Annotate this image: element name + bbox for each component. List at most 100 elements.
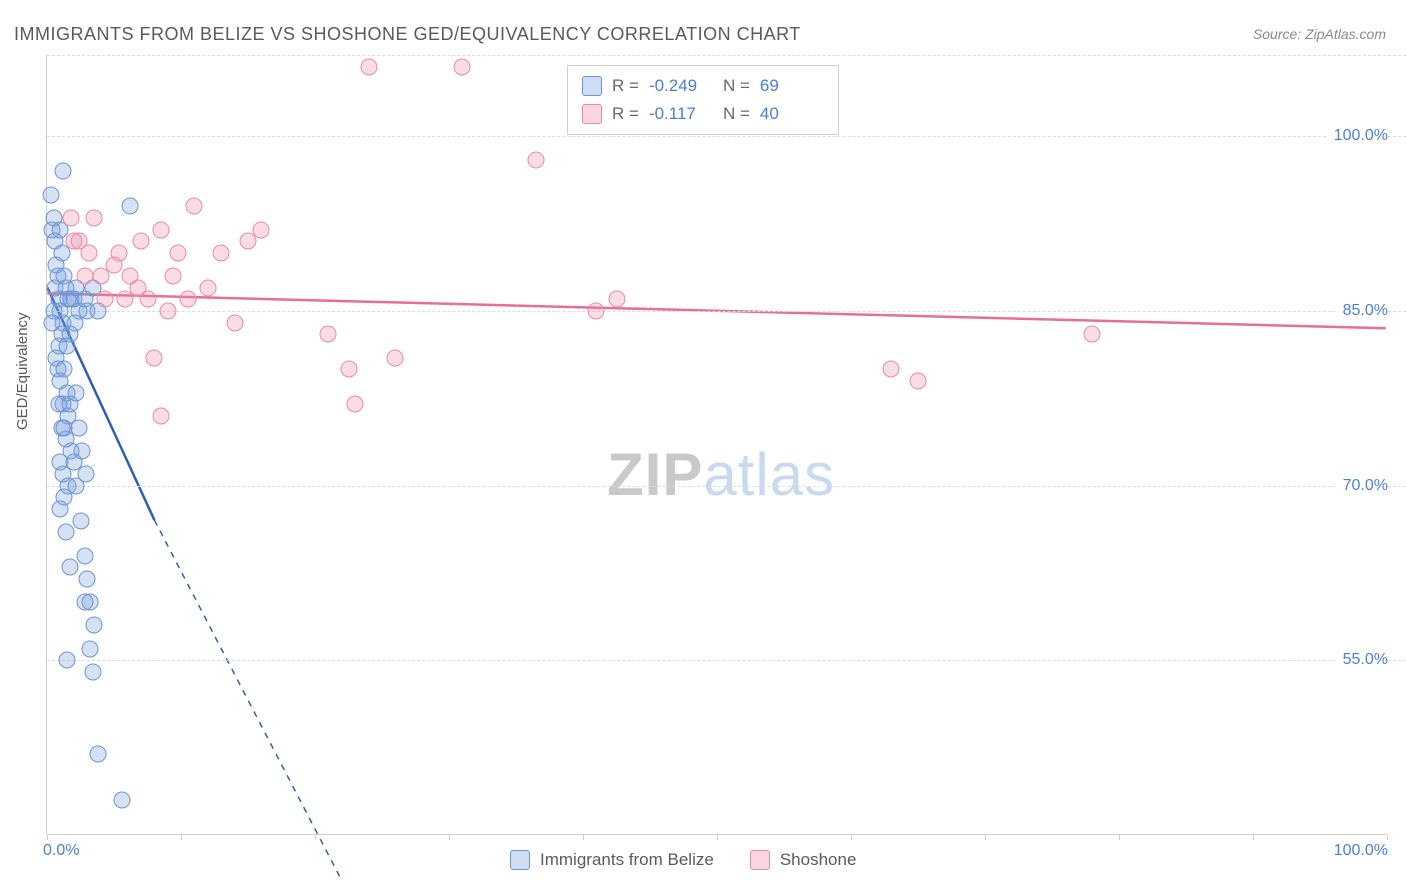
x-tick	[1119, 834, 1120, 840]
data-point	[57, 524, 74, 541]
data-point	[85, 209, 102, 226]
x-tick	[315, 834, 316, 840]
x-tick	[47, 834, 48, 840]
data-point	[588, 303, 605, 320]
scatter-plot-area: ZIPatlas R = -0.249 N = 69 R = -0.117 N …	[46, 55, 1386, 835]
y-axis-title: GED/Equivalency	[14, 312, 31, 430]
data-point	[116, 291, 133, 308]
legend-item-1: Immigrants from Belize	[510, 850, 714, 870]
x-tick	[985, 834, 986, 840]
data-point	[1084, 326, 1101, 343]
data-point	[63, 209, 80, 226]
data-point	[76, 594, 93, 611]
y-tick-label: 85.0%	[1335, 302, 1388, 320]
source-attribution: Source: ZipAtlas.com	[1253, 26, 1386, 42]
data-point	[164, 268, 181, 285]
data-point	[76, 268, 93, 285]
data-point	[387, 349, 404, 366]
data-point	[73, 442, 90, 459]
r-value-s2: -0.117	[649, 104, 713, 124]
data-point	[96, 291, 113, 308]
x-tick	[1253, 834, 1254, 840]
swatch-series-2	[750, 850, 770, 870]
n-label: N =	[723, 104, 750, 124]
data-point	[340, 361, 357, 378]
data-point	[199, 279, 216, 296]
data-point	[71, 419, 88, 436]
x-axis-min-label: 0.0%	[43, 842, 79, 860]
swatch-series-2	[582, 104, 602, 124]
x-tick	[449, 834, 450, 840]
data-point	[84, 664, 101, 681]
data-point	[240, 233, 257, 250]
trend-line-dashed	[154, 520, 341, 880]
x-tick	[1387, 834, 1388, 840]
legend-item-2: Shoshone	[750, 850, 857, 870]
data-point	[79, 570, 96, 587]
chart-title: IMMIGRANTS FROM BELIZE VS SHOSHONE GED/E…	[14, 24, 801, 45]
data-point	[77, 466, 94, 483]
swatch-series-1	[510, 850, 530, 870]
data-point	[179, 291, 196, 308]
data-point	[52, 501, 69, 518]
data-point	[253, 221, 270, 238]
gridline	[47, 55, 1406, 56]
data-point	[608, 291, 625, 308]
r-label: R =	[612, 104, 639, 124]
data-point	[61, 559, 78, 576]
y-tick-label: 55.0%	[1335, 651, 1388, 669]
data-point	[226, 314, 243, 331]
stat-legend-box: R = -0.249 N = 69 R = -0.117 N = 40	[567, 65, 839, 135]
data-point	[80, 244, 97, 261]
data-point	[72, 512, 89, 529]
x-tick	[851, 834, 852, 840]
trend-lines-layer	[47, 55, 1386, 834]
legend-label-2: Shoshone	[780, 850, 857, 870]
swatch-series-1	[582, 76, 602, 96]
gridline	[47, 486, 1406, 487]
data-point	[139, 291, 156, 308]
legend-label-1: Immigrants from Belize	[540, 850, 714, 870]
data-point	[213, 244, 230, 261]
gridline	[47, 136, 1406, 137]
stat-legend-row-1: R = -0.249 N = 69	[582, 72, 824, 100]
n-value-s1: 69	[760, 76, 824, 96]
data-point	[454, 58, 471, 75]
x-tick	[181, 834, 182, 840]
data-point	[883, 361, 900, 378]
stat-legend-row-2: R = -0.117 N = 40	[582, 100, 824, 128]
data-point	[152, 407, 169, 424]
data-point	[152, 221, 169, 238]
data-point	[59, 652, 76, 669]
data-point	[347, 396, 364, 413]
r-value-s1: -0.249	[649, 76, 713, 96]
data-point	[55, 163, 72, 180]
gridline	[47, 311, 1406, 312]
gridline	[47, 660, 1406, 661]
n-label: N =	[723, 76, 750, 96]
series-legend: Immigrants from Belize Shoshone	[510, 850, 856, 870]
y-tick-label: 70.0%	[1335, 477, 1388, 495]
n-value-s2: 40	[760, 104, 824, 124]
data-point	[89, 745, 106, 762]
data-point	[122, 198, 139, 215]
data-point	[132, 233, 149, 250]
data-point	[111, 244, 128, 261]
data-point	[43, 186, 60, 203]
x-axis-max-label: 100.0%	[1334, 842, 1388, 860]
data-point	[360, 58, 377, 75]
data-point	[85, 617, 102, 634]
data-point	[68, 384, 85, 401]
data-point	[159, 303, 176, 320]
r-label: R =	[612, 76, 639, 96]
data-point	[910, 372, 927, 389]
data-point	[170, 244, 187, 261]
data-point	[146, 349, 163, 366]
y-tick-label: 100.0%	[1326, 127, 1388, 145]
data-point	[186, 198, 203, 215]
data-point	[528, 151, 545, 168]
data-point	[114, 792, 131, 809]
x-tick	[583, 834, 584, 840]
data-point	[92, 268, 109, 285]
data-point	[320, 326, 337, 343]
